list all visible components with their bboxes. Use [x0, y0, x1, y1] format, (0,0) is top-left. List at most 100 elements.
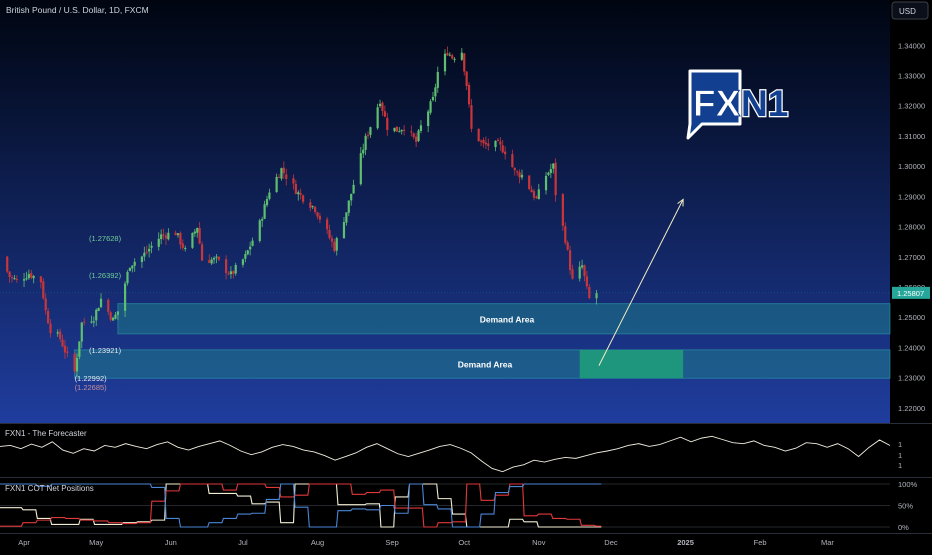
candle-body [25, 278, 28, 280]
candle-body [210, 259, 213, 264]
forecaster-tick-label: 1 [898, 451, 902, 460]
price-tick-label: 1.30000 [898, 162, 925, 171]
candle-body [359, 153, 362, 185]
candle-body [275, 176, 278, 193]
candle-body [49, 323, 52, 334]
price-tick-label: 1.23000 [898, 374, 925, 383]
candle-body [244, 254, 247, 259]
candle-body [27, 274, 30, 279]
candle-body [97, 307, 100, 311]
candle-body [109, 312, 112, 320]
candle-body [13, 278, 16, 280]
candle-body [198, 227, 201, 244]
candle-body [15, 278, 18, 280]
candle-body [568, 250, 572, 270]
candle-body [552, 163, 555, 169]
fib-level-label: (1.23921) [89, 346, 122, 355]
price-tick-label: 1.27000 [898, 253, 925, 262]
candle-body [566, 242, 569, 250]
candle-body [311, 206, 314, 208]
candle-body [78, 341, 81, 357]
candle-body [544, 175, 548, 191]
candle-body [184, 247, 187, 249]
candle-body [470, 105, 473, 129]
forecast-arrow-head [677, 198, 684, 207]
candle-body [335, 238, 338, 251]
time-tick-label: Mar [821, 538, 834, 547]
candle-body [251, 240, 254, 246]
demand-zone-highlight [579, 349, 684, 379]
candle-body [342, 222, 346, 239]
time-axis-background [0, 534, 932, 550]
candle-body [234, 264, 237, 274]
forecaster-pane-background [0, 424, 890, 477]
candle-body [285, 174, 288, 179]
candle-body [140, 256, 144, 263]
candle-body [181, 243, 184, 248]
time-tick-label: Dec [604, 538, 618, 547]
candle-body [6, 256, 9, 272]
candle-body [314, 206, 317, 212]
candle-body [333, 241, 336, 252]
candle-body [229, 271, 233, 275]
candle-body [419, 125, 423, 131]
candle-body [249, 246, 252, 250]
currency-selector[interactable]: USD [891, 1, 929, 20]
candle-body [415, 136, 418, 142]
candle-body [427, 111, 430, 127]
candle-body [443, 53, 447, 72]
candle-body [61, 339, 64, 347]
candle-body [487, 143, 490, 146]
candle-body [532, 191, 536, 198]
time-tick-label: May [89, 538, 103, 547]
candle-body [32, 276, 35, 279]
candle-body [436, 71, 439, 88]
candle-body [403, 129, 406, 131]
candle-body [386, 117, 389, 130]
candle-body [400, 129, 403, 132]
candle-body [208, 260, 211, 263]
price-tick-label: 1.31000 [898, 132, 925, 141]
demand-zone [74, 349, 891, 379]
candle-body [463, 53, 466, 72]
candle-body [263, 204, 266, 219]
candle-body [241, 259, 245, 265]
candle-body [282, 167, 285, 174]
candle-body [362, 149, 365, 154]
candle-body [564, 226, 567, 243]
time-tick-label: Oct [458, 538, 471, 547]
candle-body [80, 322, 83, 342]
candle-body [215, 256, 218, 258]
candle-body [179, 232, 182, 245]
candle-body [133, 261, 136, 266]
cot-series-line [0, 483, 602, 528]
candle-body [316, 212, 319, 217]
candle-body [330, 238, 334, 242]
candle-body [547, 172, 550, 175]
cot-series-line [0, 483, 602, 528]
candle-body [484, 142, 487, 145]
candle-body [364, 135, 367, 150]
candle-body [513, 167, 516, 171]
candle-body [193, 231, 196, 234]
candle-body [571, 269, 574, 279]
candle-body [261, 219, 264, 221]
candle-body [328, 229, 331, 238]
candle-body [44, 298, 47, 311]
candle-body [162, 234, 165, 236]
candle-body [477, 128, 480, 142]
candle-body [73, 354, 76, 372]
candle-body [528, 175, 531, 190]
price-tick-label: 1.33000 [898, 72, 925, 81]
candle-body [111, 317, 115, 321]
candle-body [530, 189, 533, 193]
candle-body [309, 202, 312, 208]
candle-body [376, 107, 379, 129]
currency-label: USD [899, 7, 916, 16]
candle-body [381, 102, 384, 111]
candle-body [30, 272, 33, 278]
candle-body [116, 311, 119, 315]
candle-body [107, 299, 110, 312]
